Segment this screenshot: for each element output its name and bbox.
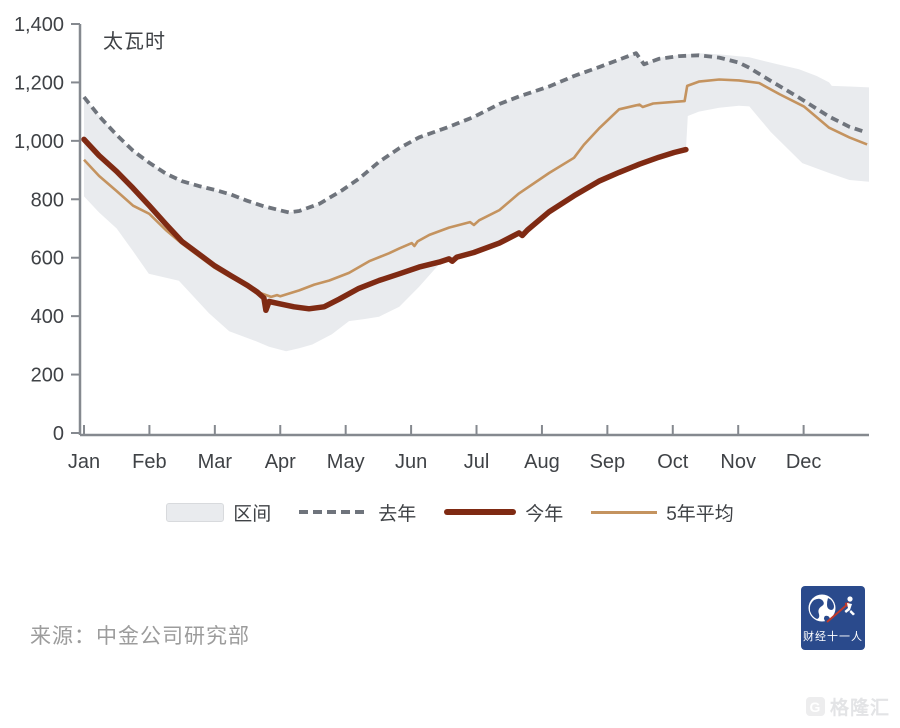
x-tick-label: Mar (198, 451, 233, 473)
x-tick-label: Jun (395, 451, 427, 473)
chart-canvas: 0 200 400 600 800 1,000 1,200 1,400 Jan Feb Mar Apr… (14, 14, 869, 473)
y-tick-label: 800 (31, 189, 64, 211)
x-tick-label: May (327, 451, 365, 473)
y-tick-label: 1,200 (14, 72, 64, 94)
runner-icon (844, 596, 855, 616)
range-band-area (84, 53, 869, 352)
y-axis-unit-label: 太瓦时 (103, 31, 166, 53)
source-note: 来源：中金公司研究部 (30, 625, 250, 648)
x-tick-label: Aug (524, 451, 560, 473)
legend-label-range: 区间 (233, 503, 272, 525)
x-tick-label: Oct (657, 451, 689, 473)
x-tick-label: Apr (265, 451, 296, 473)
y-tick-label: 0 (53, 423, 64, 445)
logo-graphic (808, 594, 855, 623)
y-tick-label: 1,000 (14, 131, 64, 153)
watermark-text: 格隆汇 (829, 698, 890, 719)
x-tick-label: Dec (786, 451, 822, 473)
y-tick-label: 400 (31, 306, 64, 328)
y-tick-label: 200 (31, 365, 64, 387)
logo-text: 财经十一人 (803, 631, 863, 643)
watermark-gelonghui: G 格隆汇 (805, 693, 890, 720)
legend: 区间 去年 今年 5年平均 (0, 497, 900, 527)
gelonghui-g-icon: G (805, 697, 825, 716)
logo-caijing-eleven: 财经十一人 (801, 586, 865, 650)
dashed-line-swatch (299, 510, 370, 514)
x-tick-label: Sep (590, 451, 626, 473)
series-line-dashed (82, 51, 866, 215)
range-band-swatch (166, 502, 225, 522)
x-tick-label: Jul (464, 451, 490, 473)
series-line-thick (81, 136, 689, 314)
x-tick-label: Nov (720, 451, 756, 473)
y-tick-label: 600 (31, 248, 64, 270)
legend-label-thisyear: 今年 (525, 503, 564, 525)
legend-label-lastyear: 去年 (378, 503, 417, 525)
y-tick-label: 1,400 (14, 14, 64, 36)
thick-line-swatch (444, 509, 517, 515)
legend-item-thisyear: 今年 (444, 499, 563, 526)
x-tick-label: Feb (132, 451, 166, 473)
globe-icon (808, 594, 836, 622)
x-tick-label: Jan (68, 451, 100, 473)
legend-item-lastyear: 去年 (299, 499, 416, 526)
legend-item-5yr-average: 5年平均 (591, 499, 734, 526)
legend-item-range: 区间 (166, 499, 271, 526)
thin-line-swatch (591, 510, 658, 514)
legend-label-5yr-average: 5年平均 (666, 503, 734, 525)
